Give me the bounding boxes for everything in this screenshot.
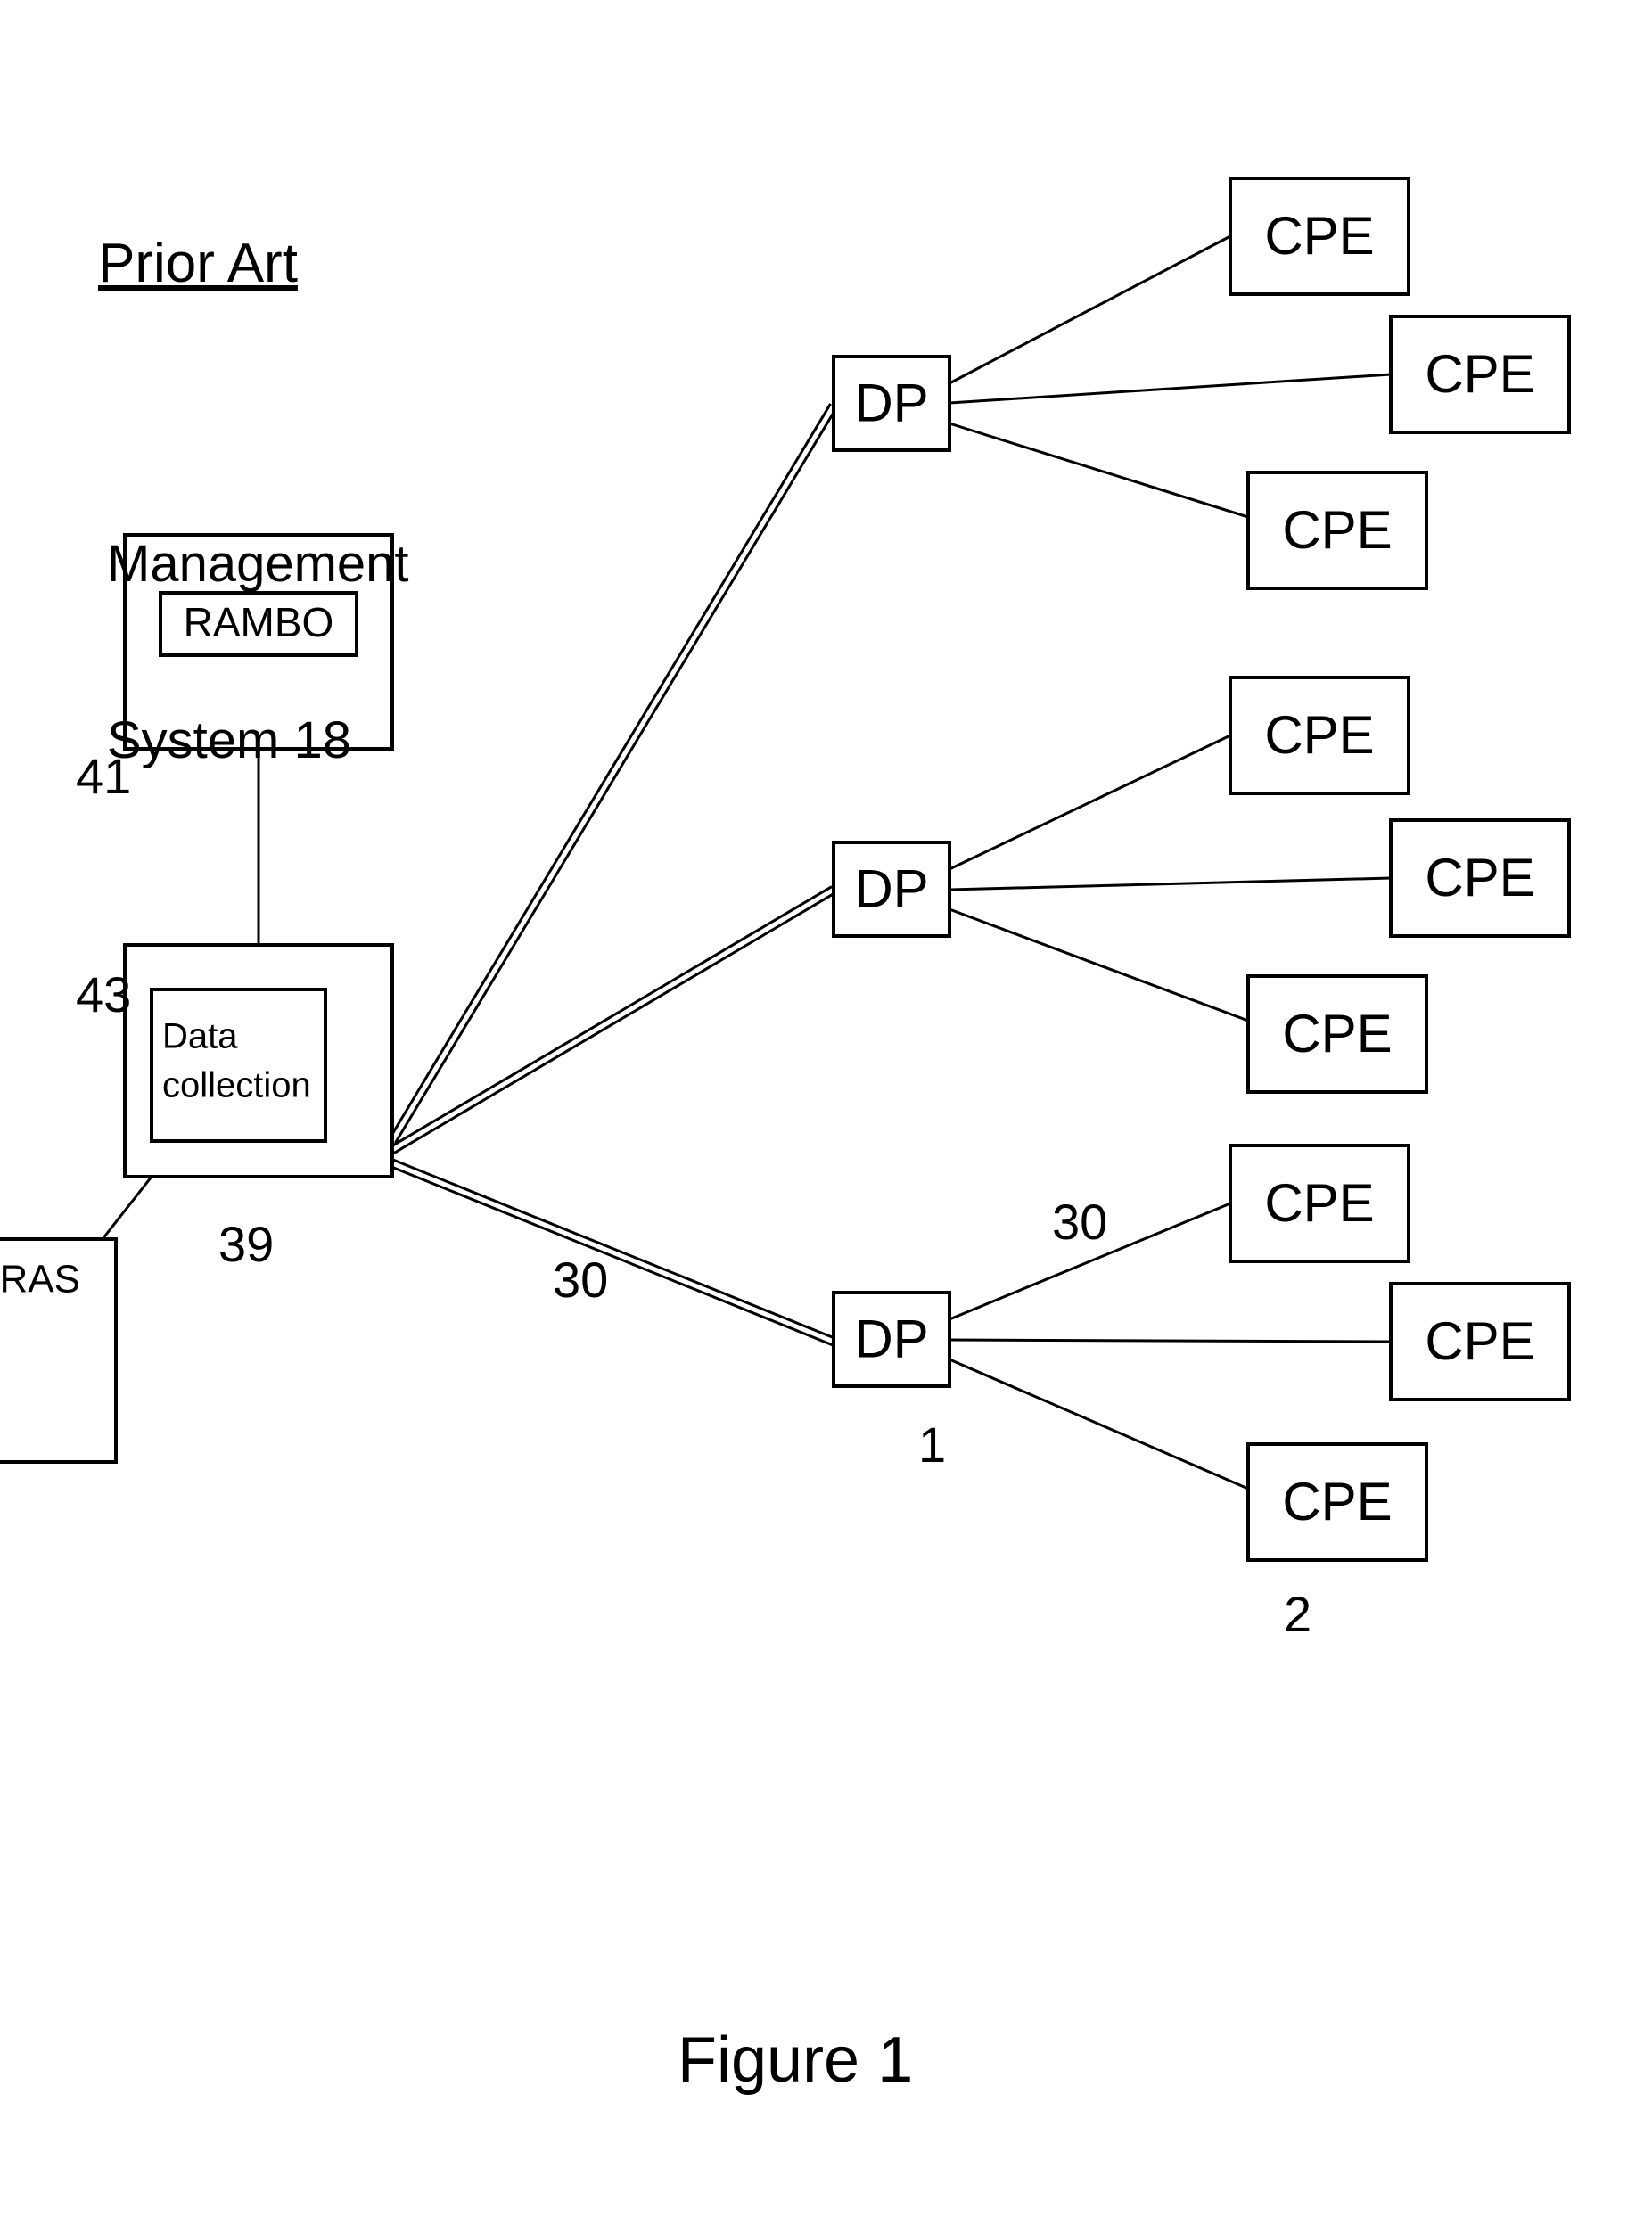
prior-art-title: Prior Art [98, 232, 298, 295]
cpe-3b-label: CPE [1425, 1311, 1534, 1371]
cpe-1c-label: CPE [1282, 500, 1392, 560]
cpe-1b-label: CPE [1425, 344, 1534, 404]
cpe-3a-label: CPE [1264, 1173, 1374, 1233]
ref-1: 1 [918, 1416, 946, 1473]
bras-label: BRAS [0, 1258, 80, 1301]
ref-39: 39 [218, 1216, 274, 1272]
cpe-2c-label: CPE [1282, 1004, 1392, 1063]
ref-43: 43 [76, 966, 131, 1022]
cpe-3c-label: CPE [1282, 1472, 1392, 1531]
data-collection-label-1: Data [162, 1017, 238, 1056]
ref-30a: 30 [553, 1252, 608, 1308]
ref-30b: 30 [1052, 1194, 1107, 1250]
cpe-2a-label: CPE [1264, 705, 1374, 765]
network-diagram: RAMBODatacollectionBRASDPDPDPCPECPECPECP… [0, 0, 1652, 2217]
dp-2-label: DP [854, 858, 928, 918]
management-system-label-line1: Management [107, 535, 409, 594]
cpe-2b-label: CPE [1425, 848, 1534, 907]
management-system-label: Management System 18 [107, 417, 409, 829]
dp-3-label: DP [854, 1309, 928, 1368]
management-system-label-line2: System 18 [107, 711, 409, 770]
dp-1-label: DP [854, 373, 928, 432]
cpe-1a-label: CPE [1264, 206, 1374, 266]
ref-2: 2 [1284, 1586, 1311, 1642]
figure-caption: Figure 1 [678, 2024, 913, 2097]
data-collection-label-2: collection [162, 1066, 311, 1105]
